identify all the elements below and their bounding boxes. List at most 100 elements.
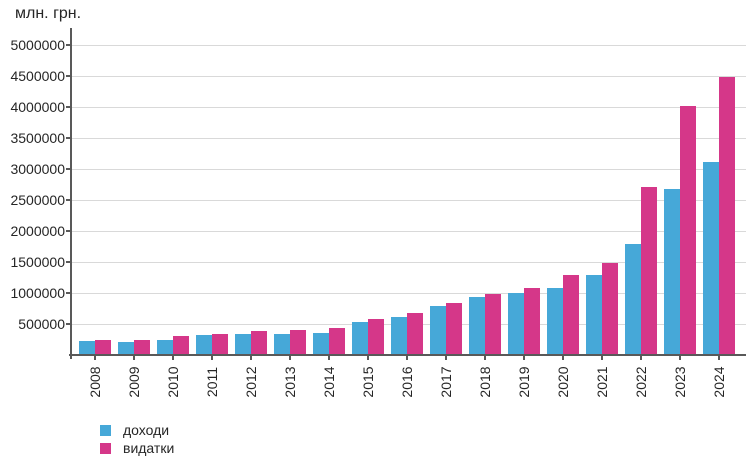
y-tick-mark [66,261,71,263]
y-tick-label: 3500000 [10,130,65,146]
bar-доходи-2020 [547,288,563,355]
x-tick-label: 2015 [360,366,376,398]
y-tick-mark [66,230,71,232]
x-tick-label: 2011 [204,366,220,398]
y-tick-mark [66,44,71,46]
bar-видатки-2022 [641,187,657,355]
legend: доходи видатки [100,423,174,455]
gridline [72,107,746,108]
bar-видатки-2010 [173,336,189,355]
y-tick-mark [66,75,71,77]
bar-доходи-2008 [79,341,95,355]
y-tick-mark [66,323,71,325]
bar-доходи-2022 [625,244,641,355]
x-tick-mark [289,355,291,360]
gridline [72,262,746,263]
bar-доходи-2011 [196,335,212,355]
bar-доходи-2018 [469,297,485,355]
bar-видатки-2013 [290,330,306,355]
bar-видатки-2015 [368,319,384,355]
x-tick-label: 2023 [672,366,688,398]
x-tick-mark [601,355,603,360]
x-tick-label: 2017 [438,366,454,398]
y-tick-mark [66,106,71,108]
x-tick-mark [445,355,447,360]
bar-видатки-2018 [485,294,501,355]
y-tick-label: 4500000 [10,68,65,84]
y-tick-label: 1000000 [10,285,65,301]
y-tick-label: 1500000 [10,254,65,270]
legend-swatch-revenues-icon [100,424,111,436]
bar-видатки-2012 [251,331,267,355]
bar-видатки-2011 [212,334,228,355]
bar-видатки-2009 [134,340,150,355]
legend-label-expenditures: видатки [123,440,175,456]
bar-доходи-2015 [352,322,368,355]
bar-видатки-2024 [719,77,735,355]
gridline [72,231,746,232]
bar-доходи-2016 [391,317,407,355]
y-tick-label: 2500000 [10,192,65,208]
bar-видатки-2019 [524,288,540,355]
bar-доходи-2024 [703,162,719,355]
bar-доходи-2010 [157,340,173,355]
x-tick-label: 2010 [165,366,181,398]
bar-доходи-2019 [508,293,524,355]
gridline [72,76,746,77]
x-tick-mark [523,355,525,360]
bar-видатки-2016 [407,313,423,355]
x-tick-mark [484,355,486,360]
y-tick-mark [66,168,71,170]
y-axis-unit-label: млн. грн. [15,5,82,22]
bar-видатки-2023 [680,106,696,355]
x-tick-mark [250,355,252,360]
y-tick-mark [66,199,71,201]
gridline [72,169,746,170]
y-tick-label: 5000000 [10,37,65,53]
x-tick-mark [718,355,720,360]
bar-видатки-2021 [602,263,618,355]
bar-доходи-2021 [586,275,602,355]
bar-видатки-2014 [329,328,345,355]
x-tick-mark [133,355,135,360]
x-tick-label: 2009 [126,366,142,398]
gridline [72,200,746,201]
x-tick-label: 2020 [555,366,571,398]
y-axis-line [70,28,72,359]
x-axis-line [69,354,746,356]
x-tick-mark [367,355,369,360]
y-tick-label: 2000000 [10,223,65,239]
gridline [72,45,746,46]
legend-label-revenues: доходи [123,422,170,438]
legend-item-expenditures: видатки [100,441,174,455]
y-tick-label: 3000000 [10,161,65,177]
x-tick-mark [406,355,408,360]
x-tick-mark [562,355,564,360]
legend-item-revenues: доходи [100,423,174,437]
bar-доходи-2014 [313,333,329,355]
gridline [72,138,746,139]
x-tick-label: 2012 [243,366,259,398]
x-tick-label: 2013 [282,366,298,398]
bar-видатки-2008 [95,340,111,355]
x-tick-label: 2019 [516,366,532,398]
bar-доходи-2017 [430,306,446,355]
y-tick-label: 500000 [18,316,65,332]
x-tick-mark [211,355,213,360]
gridline [72,293,746,294]
bar-видатки-2017 [446,303,462,355]
x-tick-label: 2016 [399,366,415,398]
x-tick-label: 2008 [87,366,103,398]
x-tick-mark [328,355,330,360]
y-tick-label: 4000000 [10,99,65,115]
x-tick-label: 2018 [477,366,493,398]
x-tick-label: 2024 [711,366,727,398]
bar-доходи-2023 [664,189,680,355]
bar-доходи-2009 [118,342,134,355]
bar-доходи-2013 [274,334,290,355]
x-tick-mark [94,355,96,360]
x-tick-label: 2022 [633,366,649,398]
x-tick-label: 2014 [321,366,337,398]
